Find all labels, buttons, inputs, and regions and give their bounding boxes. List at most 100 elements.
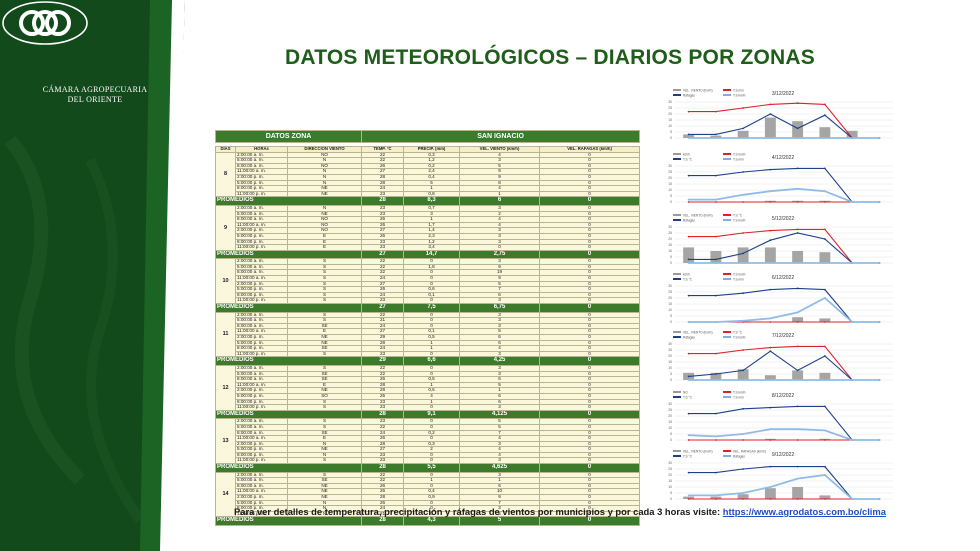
day-cell: 13 [215, 418, 236, 465]
table-cell: 0 [539, 451, 641, 459]
legend-swatch [673, 153, 681, 155]
legend-label: T.S °C [733, 331, 743, 335]
table-row: 5:00:00 a. m. N 22 1,2 3 0 [216, 157, 641, 164]
series-line [688, 296, 880, 323]
table-cell: 0 [539, 398, 641, 406]
point [823, 355, 826, 357]
series-line [688, 187, 880, 203]
average-label: PROMEDIOS [214, 409, 363, 420]
point [687, 174, 690, 177]
y-tick-label: 30 [668, 225, 672, 229]
point [878, 137, 881, 139]
point [851, 321, 854, 323]
bar [737, 369, 749, 380]
y-tick-label: 5 [670, 255, 672, 259]
point [796, 228, 799, 231]
point [687, 235, 690, 238]
y-tick-label: 20 [668, 237, 672, 241]
table-row: 8:00:00 a. m. SE 26 0,5 6 0 [216, 376, 641, 383]
bar [737, 130, 749, 138]
point [742, 407, 745, 410]
table-cell: S [286, 311, 363, 319]
point [769, 498, 772, 500]
point [796, 321, 799, 323]
average-row: PROMEDIOS 28 8,3 6 0 [214, 196, 641, 206]
table-cell: SE [286, 345, 363, 352]
point [769, 486, 772, 488]
bar [683, 247, 695, 263]
table-row: 8:00:00 p. m. N 24 0 3 0 [216, 505, 641, 512]
table-cell: NE [286, 494, 363, 501]
point [769, 103, 772, 106]
point [742, 369, 745, 372]
point [769, 168, 772, 171]
table-cell: 0 [539, 275, 641, 282]
average-cell: 27 [361, 303, 405, 313]
table-row: 5:00:00 a. m. SE 22 0 3 0 [216, 370, 641, 378]
legend-swatch [723, 158, 731, 160]
point [769, 379, 772, 381]
bar [846, 130, 858, 138]
table-cell: 0 [539, 280, 641, 288]
page-title: DATOS METEOROLÓGICOS – DIARIOS POR ZONAS [285, 46, 815, 69]
point [687, 110, 690, 113]
point [742, 468, 745, 470]
table-cell: 0 [539, 488, 641, 495]
y-tick-label: 30 [668, 100, 672, 104]
legend-label: T.S mm [733, 278, 744, 282]
point [769, 439, 772, 441]
agrodatos-link[interactable]: https://www.agrodatos.com.bo/clima [722, 506, 886, 517]
y-tick-label: 15 [668, 302, 672, 306]
table-cell: 0 [539, 435, 641, 442]
point [714, 110, 717, 113]
table-row: 12 2:00:00 a. m. S 22 0 3 0 [215, 364, 641, 411]
point [769, 465, 772, 468]
legend-label: VEL. RAFAGAS (km/h) [733, 450, 766, 454]
point [878, 498, 881, 500]
series-line [688, 474, 880, 500]
point [823, 439, 826, 441]
y-tick-label: 0 [670, 200, 672, 204]
table-cell: E [286, 435, 363, 442]
point [796, 127, 799, 130]
chart-title: 5/12/2022 [772, 216, 794, 222]
series-line [688, 228, 880, 264]
bar [819, 318, 831, 322]
y-tick-label: 20 [668, 354, 672, 358]
point [714, 498, 717, 500]
bar [683, 496, 695, 499]
average-cell: 14,7 [403, 249, 461, 260]
legend-label: VEL. VIENTO (km/h) [683, 331, 713, 335]
bar [737, 247, 749, 263]
table-cell: NE [286, 387, 363, 394]
point [742, 137, 745, 139]
bar [819, 495, 831, 499]
table-cell: SE [286, 429, 363, 437]
y-tick-label: 0 [670, 320, 672, 324]
footer-text: Para ver detalles de temperatura, precip… [234, 506, 723, 517]
average-cell: 28 [361, 516, 405, 526]
legend-swatch [723, 214, 731, 216]
series-line [688, 428, 880, 441]
legend-label: T.S °C [683, 158, 693, 162]
y-tick-label: 25 [668, 231, 672, 235]
point [742, 319, 745, 322]
table-row: 5:00:00 p. m. S 26 0,6 7 0 [216, 286, 641, 293]
point [823, 474, 826, 476]
bar [819, 252, 831, 263]
table-cell: N [286, 451, 363, 459]
chart-title: 8/12/2022 [772, 393, 794, 399]
y-tick-label: 20 [668, 296, 672, 300]
chart-title: 6/12/2022 [772, 275, 794, 281]
legend-swatch [723, 89, 731, 91]
y-tick-label: 30 [668, 284, 672, 288]
table-row: 11:00:00 a. m. NE 26 0,4 10 0 [216, 488, 641, 495]
y-tick-label: 15 [668, 479, 672, 483]
average-row: PROMEDIOS 27 7,5 6,75 0 [214, 303, 641, 313]
bar [764, 488, 776, 499]
table-row: 11:00:00 p. m. N 21 0 5 0 [216, 510, 641, 518]
point [796, 102, 799, 105]
point [687, 321, 690, 323]
bar [819, 127, 831, 138]
point [769, 229, 772, 232]
